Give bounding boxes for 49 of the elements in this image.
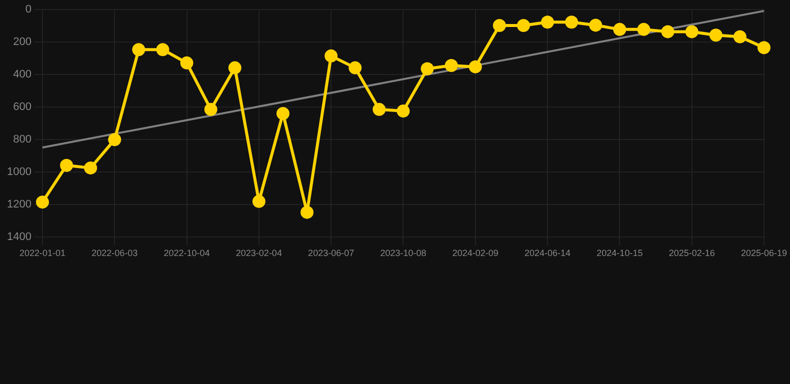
point: [613, 22, 626, 36]
point: [637, 22, 650, 36]
point: [348, 61, 362, 74]
point: [709, 28, 722, 42]
point: [733, 30, 746, 44]
y-tick-label: 1000: [6, 166, 32, 178]
point: [541, 16, 554, 29]
point: [228, 61, 242, 74]
point: [757, 41, 770, 54]
point: [180, 56, 194, 70]
x-tick-label: 2025-02-16: [668, 248, 715, 258]
point: [589, 18, 602, 32]
y-tick-label: 400: [13, 68, 32, 81]
y-tick-label: 0: [25, 4, 32, 16]
point: [396, 104, 410, 118]
y-tick-label: 800: [13, 134, 32, 146]
point: [420, 62, 434, 76]
y-tick-label: 1200: [6, 198, 32, 211]
point: [444, 59, 458, 72]
x-tick-label: 2023-06-07: [308, 248, 354, 258]
point: [372, 102, 386, 116]
y-tick-label: 1400: [6, 231, 32, 244]
point: [60, 158, 74, 172]
point: [276, 106, 290, 120]
x-tick-label: 2025-06-19: [740, 248, 788, 258]
point: [492, 19, 506, 32]
point: [204, 102, 218, 116]
y-tick-label: 600: [13, 101, 32, 114]
point: [685, 25, 698, 38]
x-tick-label: 2022-01-01: [19, 248, 66, 258]
point: [324, 49, 338, 62]
x-tick-label: 2024-06-14: [524, 248, 571, 258]
point: [252, 194, 266, 208]
x-tick-label: 2024-02-09: [452, 248, 498, 258]
x-tick-label: 2022-06-03: [92, 248, 138, 258]
point: [156, 43, 170, 56]
point: [108, 133, 122, 146]
point: [300, 206, 314, 219]
point: [468, 60, 482, 74]
x-tick-label: 2022-10-04: [164, 248, 210, 258]
x-tick-label: 2023-02-04: [236, 248, 282, 258]
x-tick-label: 2024-10-15: [596, 248, 643, 258]
point: [132, 43, 146, 56]
y-tick-label: 200: [13, 36, 32, 48]
point: [84, 161, 98, 174]
x-tick-label: 2023-10-08: [380, 248, 426, 258]
point: [565, 16, 578, 29]
point: [516, 19, 530, 32]
point: [661, 25, 674, 38]
